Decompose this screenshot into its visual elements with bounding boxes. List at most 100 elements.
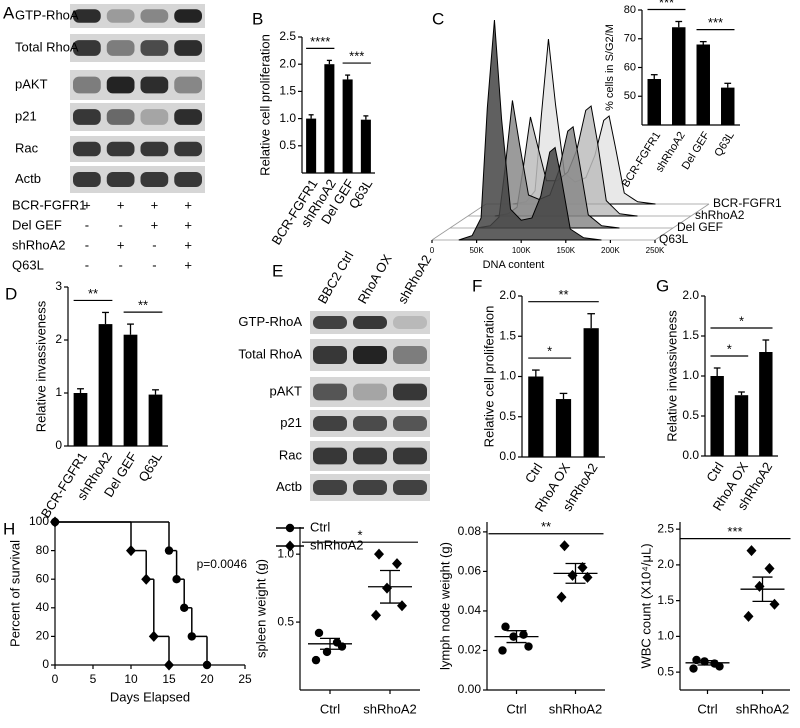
bar xyxy=(528,376,544,457)
bar xyxy=(342,79,353,173)
y-axis-label: Relative invassiveness xyxy=(664,310,679,442)
marker xyxy=(498,646,507,655)
panel-label: E xyxy=(272,261,283,280)
marker xyxy=(311,655,321,665)
y-tick-label: 0.5 xyxy=(277,614,294,628)
marker xyxy=(556,591,567,603)
condition-sign: + xyxy=(184,257,192,272)
marker xyxy=(202,660,212,670)
blot-band xyxy=(73,40,101,56)
y-tick-label: 1.0 xyxy=(682,368,699,382)
significance-label: ** xyxy=(558,287,568,302)
blot-band xyxy=(106,109,135,125)
blot-band xyxy=(106,9,135,23)
condition-sign: - xyxy=(85,237,89,252)
series-label: shRhoA2 xyxy=(695,208,745,222)
condition-sign: + xyxy=(117,237,125,252)
condition-sign: - xyxy=(118,217,122,232)
blot-row-label: Actb xyxy=(276,479,302,494)
blot-band xyxy=(140,171,169,188)
blot-band xyxy=(73,76,101,94)
blot-row-label: Total RhoA xyxy=(15,39,79,54)
y-tick-label: 2 xyxy=(55,332,62,346)
condition-sign: + xyxy=(151,217,159,232)
legend-marker xyxy=(285,540,295,552)
significance-label: *** xyxy=(659,0,674,10)
blot-band xyxy=(174,141,202,157)
y-axis-label: spleen weight (g) xyxy=(253,559,268,658)
y-tick-label: 0.5 xyxy=(657,664,674,678)
condition-label: shRhoA2 xyxy=(12,237,65,252)
marker xyxy=(746,545,757,557)
y-axis-label: lymph node weight (g) xyxy=(437,542,452,670)
bar xyxy=(148,394,163,446)
y-tick-label: 1.5 xyxy=(657,593,674,607)
bar xyxy=(672,27,686,125)
x-tick-label: 25 xyxy=(238,672,252,686)
marker xyxy=(180,603,189,612)
y-tick-label: 2.5 xyxy=(657,521,674,535)
marker xyxy=(141,573,152,585)
y-tick-label: 2.0 xyxy=(499,288,516,302)
blot-band xyxy=(73,9,101,23)
marker xyxy=(501,622,510,631)
blot-band xyxy=(353,415,387,432)
x-tick-label: 200K xyxy=(601,246,620,255)
x-axis-label: DNA content xyxy=(483,259,545,271)
x-tick-label: 20 xyxy=(200,672,214,686)
x-tick-label: Ctrl xyxy=(506,701,526,716)
blot-band xyxy=(73,141,101,157)
legend-label: Ctrl xyxy=(310,519,330,534)
marker xyxy=(172,575,181,584)
marker xyxy=(374,548,384,560)
blot-band xyxy=(106,141,135,157)
blot-band xyxy=(140,9,169,23)
marker xyxy=(164,659,174,671)
x-tick-label: shRhoA2 xyxy=(549,701,602,716)
y-tick-label: 2.5 xyxy=(279,29,296,43)
blot-band xyxy=(353,346,387,364)
marker xyxy=(692,655,701,665)
y-tick-label: 0 xyxy=(55,438,62,452)
x-tick-label: BCR-FGFR1 xyxy=(620,130,664,190)
panel-label: H xyxy=(3,519,15,538)
lane-label: shRhoA2 xyxy=(395,252,435,306)
bar xyxy=(555,399,572,457)
y-tick-label: 70 xyxy=(624,33,636,45)
marker xyxy=(524,642,533,651)
blot-band xyxy=(393,447,427,465)
y-tick-label: 1 xyxy=(55,385,62,399)
y-tick-label: 1.0 xyxy=(499,369,516,383)
y-tick-label: 40 xyxy=(36,600,50,614)
blot-band xyxy=(353,316,387,329)
y-tick-label: 2.0 xyxy=(657,557,674,571)
y-tick-label: 1.5 xyxy=(682,328,699,342)
panel-label: F xyxy=(472,276,482,295)
y-tick-label: 1.0 xyxy=(279,111,296,125)
condition-sign: + xyxy=(151,197,159,212)
condition-sign: - xyxy=(152,257,156,272)
condition-sign: - xyxy=(85,257,89,272)
marker xyxy=(392,558,402,570)
blot-row-label: GTP-RhoA xyxy=(15,7,79,22)
marker xyxy=(314,628,324,638)
bar xyxy=(324,64,335,173)
blot-row-label: pAKT xyxy=(269,383,302,398)
y-tick-label: 0.06 xyxy=(458,564,482,578)
marker xyxy=(577,561,588,573)
y-tick-label: 50 xyxy=(624,90,636,102)
blot-band xyxy=(174,40,202,56)
x-tick-label: 100K xyxy=(512,246,531,255)
legend-label: shRhoA2 xyxy=(310,537,363,552)
marker xyxy=(519,630,528,639)
y-tick-label: 0.02 xyxy=(458,643,482,657)
blot-row-label: pAKT xyxy=(15,76,48,91)
condition-label: BCR-FGFR1 xyxy=(12,197,86,212)
y-tick-label: 20 xyxy=(36,629,50,643)
blot-band xyxy=(174,109,202,125)
blot-band xyxy=(393,415,427,432)
significance-label: **** xyxy=(310,34,330,49)
y-tick-label: 0 xyxy=(42,657,49,671)
y-axis-label: Relative cell proliferation xyxy=(257,34,272,176)
marker xyxy=(582,571,593,583)
